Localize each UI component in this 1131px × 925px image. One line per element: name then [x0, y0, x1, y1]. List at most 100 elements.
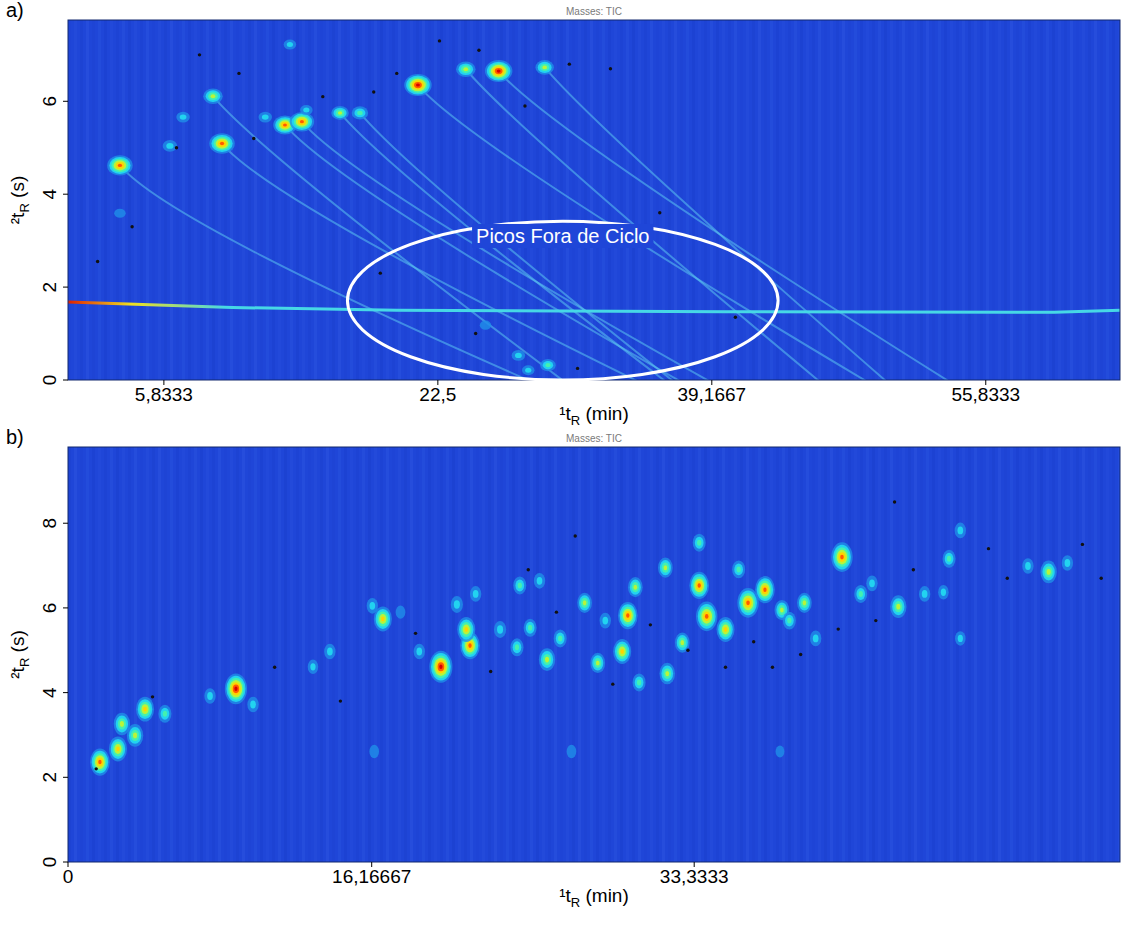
background-stripe	[344, 20, 347, 380]
background-stripe	[590, 447, 593, 862]
peak-level	[250, 701, 256, 709]
peak-level	[211, 94, 216, 98]
background-stripe	[1070, 447, 1073, 862]
background-stripe	[626, 20, 629, 380]
peak-level	[111, 159, 128, 173]
peak	[535, 60, 554, 75]
background-stripe	[200, 447, 203, 862]
background-stripe	[122, 20, 125, 380]
background-stripe	[596, 20, 599, 380]
peak-marker	[649, 623, 652, 626]
peak-level	[416, 83, 420, 86]
background-stripe	[338, 20, 341, 380]
peak-level	[540, 359, 556, 371]
peak-level	[659, 663, 675, 684]
background-stripe	[872, 447, 875, 862]
y-tick-label: 2	[39, 282, 60, 293]
peak-level	[538, 62, 552, 73]
background-stripe	[890, 447, 893, 862]
x-axis-title: ¹tR (min)	[559, 885, 629, 910]
peak-level	[1025, 562, 1031, 570]
background-stripe	[992, 20, 995, 380]
background-stripe	[254, 20, 257, 380]
background-stripe	[974, 20, 977, 380]
peak-level	[436, 660, 446, 674]
peak-level	[662, 563, 669, 573]
peak-level	[780, 607, 784, 612]
peak-level	[429, 651, 452, 683]
background-stripe	[110, 20, 113, 380]
background-stripe	[860, 447, 863, 862]
peak-level	[722, 625, 729, 635]
peak-marker	[799, 653, 802, 656]
peak-level	[487, 62, 511, 81]
background-stripe	[278, 20, 281, 380]
peak-level	[109, 736, 127, 761]
peak	[797, 593, 812, 613]
peak-level	[558, 635, 562, 641]
peak	[352, 106, 369, 119]
peak-level	[120, 721, 124, 727]
background-stripe	[242, 447, 245, 862]
background-stripe	[230, 20, 233, 380]
peak	[783, 612, 796, 630]
peak-level	[744, 598, 751, 608]
background-stripe	[410, 447, 413, 862]
y-tick-label: 4	[39, 687, 60, 698]
y-tick	[63, 862, 68, 863]
peak-level	[495, 68, 503, 74]
peak-marker	[94, 767, 97, 770]
peak-level	[211, 135, 232, 152]
background-stripe	[98, 447, 101, 862]
peak-level	[166, 143, 173, 149]
peak-level	[637, 679, 641, 685]
background-stripe	[578, 20, 581, 380]
background-stripe	[716, 20, 719, 380]
peak-level	[408, 77, 428, 93]
background-stripe	[992, 447, 995, 862]
peak-level	[114, 209, 126, 218]
background-stripe	[632, 20, 635, 380]
background-stripe	[494, 447, 497, 862]
background-stripe	[722, 20, 725, 380]
peak-level	[434, 658, 447, 676]
peak-marker	[489, 670, 492, 673]
y-tick-label: 0	[39, 857, 60, 868]
background-stripe	[734, 20, 737, 380]
annotation-text: Picos Fora de Ciclo	[476, 225, 649, 247]
peak-level	[630, 580, 641, 595]
background-stripe	[392, 20, 395, 380]
background-stripe	[566, 20, 569, 380]
background-stripe	[752, 447, 755, 862]
background-stripe	[878, 20, 881, 380]
background-stripe	[188, 447, 191, 862]
background-stripe	[926, 447, 929, 862]
peak-level	[470, 586, 481, 602]
peak	[658, 558, 673, 578]
peak	[554, 629, 567, 647]
peak-level	[691, 574, 707, 597]
peak-level	[396, 605, 406, 618]
peak-level	[919, 586, 930, 602]
background-stripe	[782, 20, 785, 380]
peak	[308, 660, 319, 675]
background-stripe	[698, 447, 701, 862]
background-stripe	[1040, 20, 1043, 380]
background-stripe	[530, 447, 533, 862]
peak-level	[298, 118, 306, 125]
peak	[209, 133, 235, 153]
background-stripe	[536, 20, 539, 380]
peak-level	[957, 527, 963, 535]
peak-level	[515, 579, 524, 591]
background-stripe	[188, 20, 191, 380]
peak-level	[675, 632, 690, 652]
background-stripe	[866, 20, 869, 380]
background-stripe	[560, 447, 563, 862]
peak-level	[228, 678, 244, 700]
peak-level	[554, 629, 567, 647]
peak-level	[218, 140, 227, 147]
background-stripe	[224, 447, 227, 862]
background-stripe	[272, 20, 275, 380]
background-stripe	[746, 20, 749, 380]
background-stripe	[1010, 20, 1013, 380]
